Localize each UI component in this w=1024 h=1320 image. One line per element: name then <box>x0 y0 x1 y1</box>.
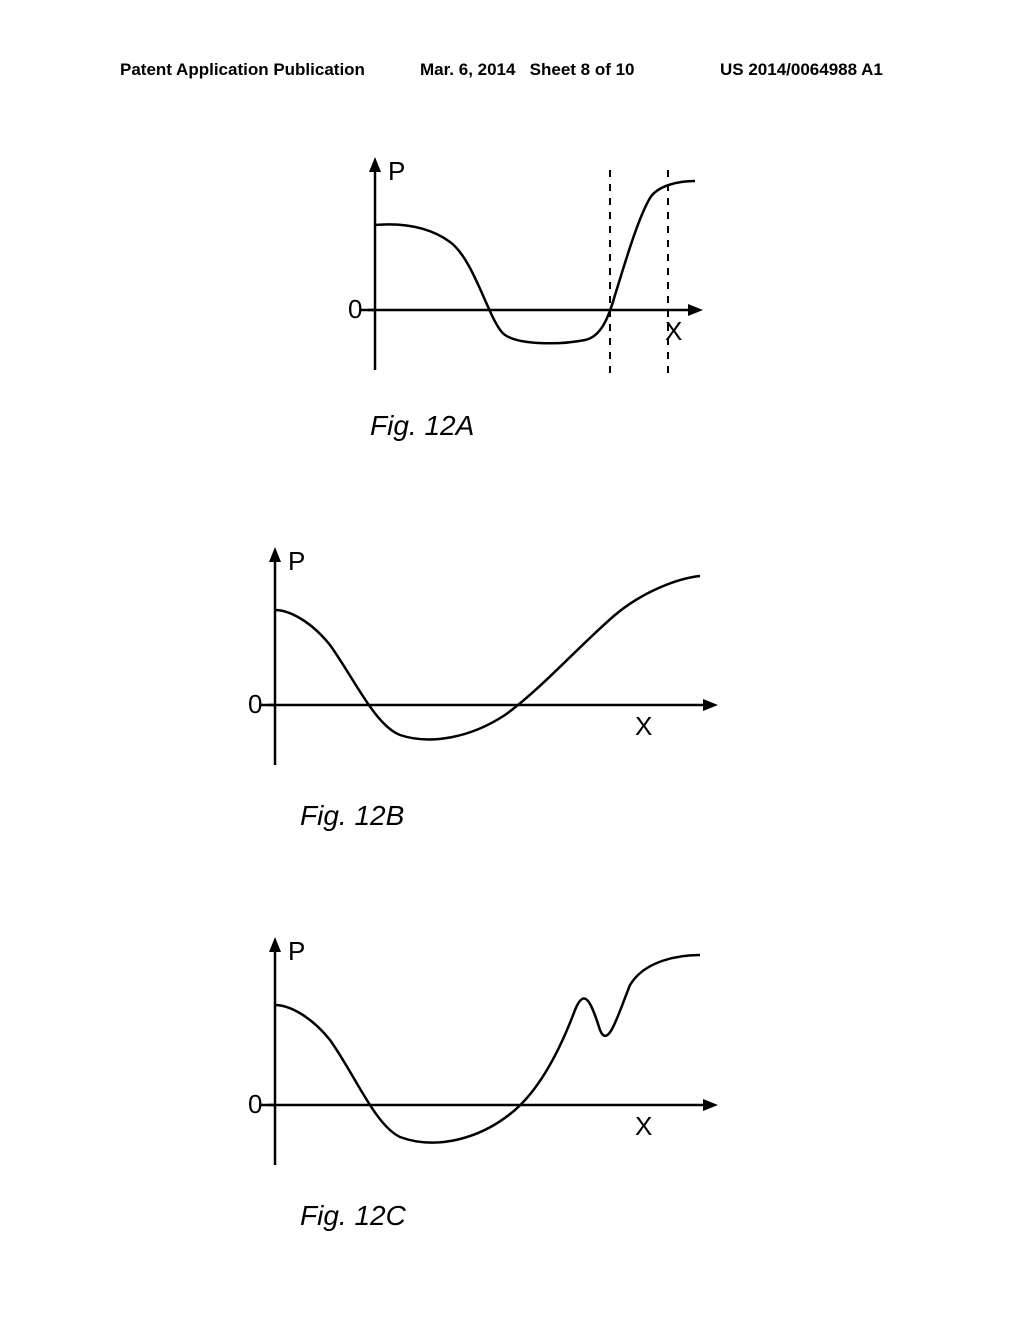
x-axis-label: X <box>665 316 682 346</box>
x-axis-label: X <box>635 711 652 741</box>
chart-12b: P 0 X <box>240 540 740 800</box>
figure-12b: P 0 X Fig. 12B <box>240 540 740 832</box>
y-axis-label: P <box>288 936 305 966</box>
caption-12b: Fig. 12B <box>300 800 740 832</box>
zero-label: 0 <box>348 294 362 324</box>
zero-label: 0 <box>248 689 262 719</box>
chart-12c: P 0 X <box>240 930 740 1200</box>
chart-12a: P 0 X <box>340 150 710 410</box>
caption-12c: Fig. 12C <box>300 1200 740 1232</box>
publication-label: Patent Application Publication <box>120 60 365 80</box>
date-label: Mar. 6, 2014 <box>420 60 515 79</box>
sheet-label: Sheet 8 of 10 <box>530 60 635 79</box>
zero-label: 0 <box>248 1089 262 1119</box>
figure-12c: P 0 X Fig. 12C <box>240 930 740 1232</box>
caption-12a: Fig. 12A <box>370 410 710 442</box>
pubnum-label: US 2014/0064988 A1 <box>720 60 883 80</box>
y-axis-label: P <box>288 546 305 576</box>
date-sheet: Mar. 6, 2014 Sheet 8 of 10 <box>420 60 635 80</box>
y-axis-label: P <box>388 156 405 186</box>
x-axis-label: X <box>635 1111 652 1141</box>
figure-12a: P 0 X Fig. 12A <box>340 150 710 442</box>
